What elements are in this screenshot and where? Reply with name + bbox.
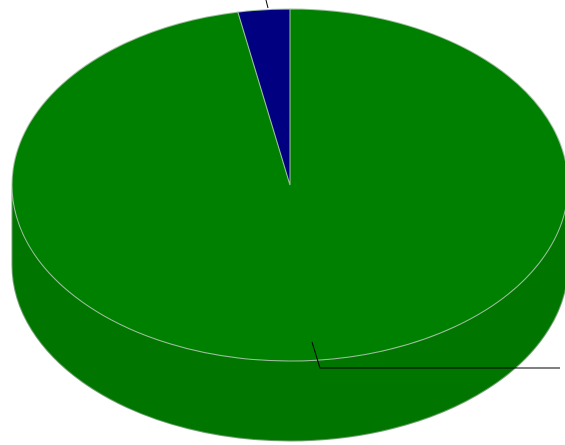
leader-lines-layer: [265, 0, 560, 369]
pie-slices-layer: [11, 8, 565, 442]
pie-slice-1: [237, 8, 291, 186]
leader-line-0: [311, 341, 560, 369]
leader-line-1: [265, 0, 269, 9]
pie-slice-0: [11, 8, 565, 362]
